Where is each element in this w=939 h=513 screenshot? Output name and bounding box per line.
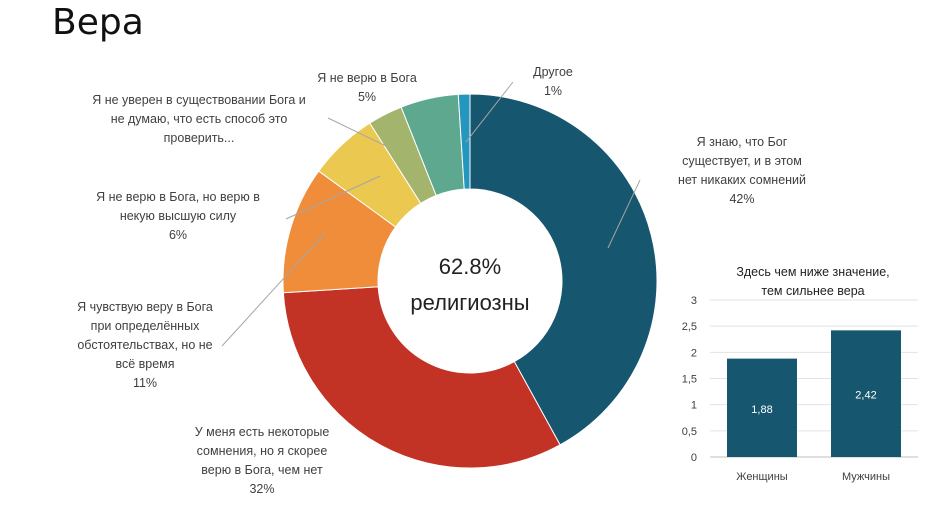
donut-slice bbox=[457, 93, 471, 190]
bar-value-label: 2,42 bbox=[855, 390, 876, 402]
y-tick-label: 2 bbox=[691, 347, 697, 359]
donut-chart: Я знаю, что Бог существует, и в этом нет н… bbox=[77, 65, 806, 496]
y-tick-label: 0 bbox=[691, 452, 697, 464]
leader-line bbox=[607, 179, 641, 249]
x-tick-label: Мужчины bbox=[842, 471, 890, 483]
leader-line bbox=[327, 117, 387, 147]
y-tick-label: 2,5 bbox=[682, 321, 697, 333]
slice-label: Я не верю в Бога, но верю в некую высшую … bbox=[96, 190, 260, 242]
slice-label: У меня есть некоторые сомнения, но я скор… bbox=[195, 425, 330, 496]
page-title: Вера bbox=[52, 2, 144, 43]
slice-label: Я не уверен в существовании Бога и не дум… bbox=[92, 93, 306, 145]
leader-line bbox=[221, 231, 327, 347]
y-tick-label: 0,5 bbox=[682, 426, 697, 438]
donut-slice bbox=[282, 286, 561, 469]
bar-value-label: 1,88 bbox=[751, 404, 772, 416]
x-tick-label: Женщины bbox=[736, 471, 787, 483]
donut-center-label: 62.8% религиозны bbox=[410, 254, 529, 315]
slice-label: Другое 1% bbox=[533, 65, 573, 98]
bar-chart-title: Здесь чем ниже значение, тем сильнее вера bbox=[736, 265, 889, 298]
leader-line bbox=[285, 175, 381, 220]
slice-label: Я чувствую веру в Бога при определённых об… bbox=[77, 300, 213, 390]
bar bbox=[727, 358, 797, 457]
y-tick-label: 1 bbox=[691, 400, 697, 412]
y-tick-label: 1,5 bbox=[682, 374, 697, 386]
y-tick-label: 3 bbox=[691, 295, 697, 307]
slice-label: Я не верю в Бога 5% bbox=[317, 71, 417, 104]
bar-chart: Здесь чем ниже значение, тем сильнее вера… bbox=[682, 265, 918, 483]
bar bbox=[831, 330, 901, 457]
slice-label: Я знаю, что Бог существует, и в этом нет н… bbox=[678, 135, 806, 206]
leader-line bbox=[465, 81, 514, 143]
donut-slice bbox=[469, 93, 658, 446]
